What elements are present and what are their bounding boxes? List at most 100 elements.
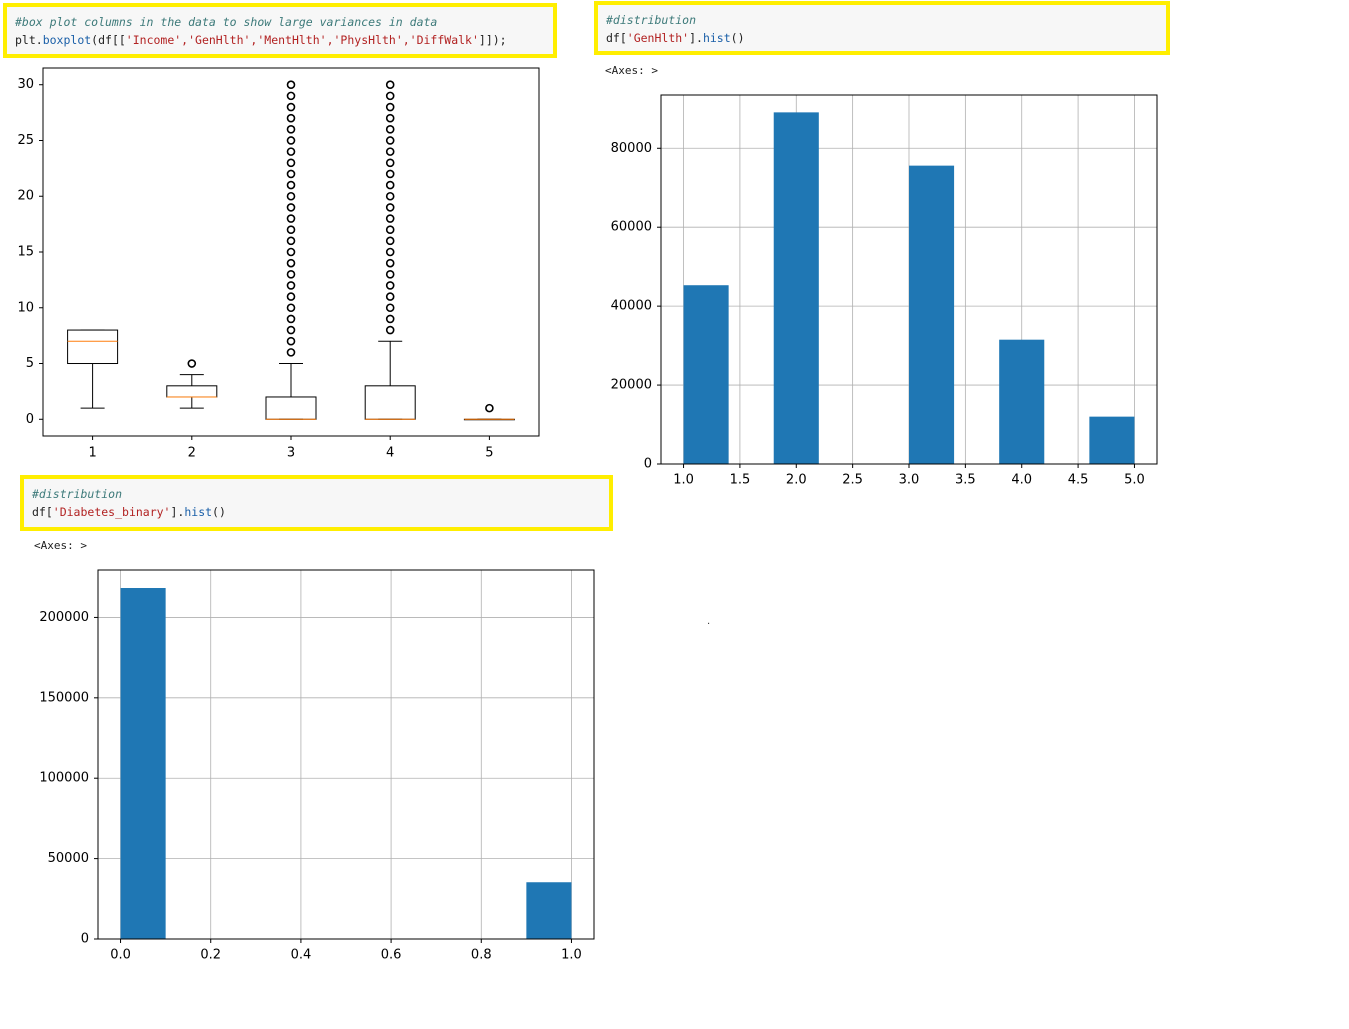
x-tick-label: 0.0 — [110, 948, 131, 963]
code-comment: #distribution — [32, 487, 123, 501]
y-tick-label: 150000 — [39, 690, 89, 705]
outlier-point — [385, 169, 395, 179]
outlier-point — [286, 325, 296, 335]
box — [166, 385, 218, 398]
x-tick-label: 3.5 — [955, 473, 976, 488]
outlier-point — [286, 113, 296, 123]
outlier-point — [187, 359, 197, 368]
diabetes-code-cell[interactable]: #distribution df['Diabetes_binary'].hist… — [20, 475, 613, 531]
code-comment: #box plot columns in the data to show la… — [15, 15, 438, 29]
code-statement: df['Diabetes_binary'].hist() — [32, 505, 226, 519]
x-tick-label: 1.5 — [730, 473, 751, 488]
histogram-bar — [909, 165, 955, 464]
code-statement: df['GenHlth'].hist() — [606, 31, 745, 45]
diabetes-histogram: 0.0 0.2 0.4 0.6 0.8 1.0 0 50000 100000 150000 2000… — [39, 569, 595, 963]
x-tick-label: 2.0 — [786, 473, 807, 488]
x-tick-label: 4.0 — [1011, 473, 1032, 488]
outlier-point — [286, 303, 296, 313]
x-tick-label: 1.0 — [561, 948, 582, 963]
cell-output-text: <Axes: > — [34, 539, 87, 552]
outlier-point — [286, 214, 296, 223]
outlier-point — [385, 113, 395, 123]
outlier-point — [385, 136, 395, 145]
outlier-point — [385, 314, 395, 324]
outlier-point — [385, 214, 395, 223]
histogram-bar — [773, 112, 819, 464]
box — [265, 396, 317, 420]
outlier-point — [385, 191, 395, 201]
outlier-point — [286, 270, 296, 279]
x-tick-label: 4 — [386, 446, 394, 461]
outlier-point — [286, 336, 296, 346]
x-tick-label: 5.0 — [1124, 473, 1145, 488]
y-tick-label: 30 — [17, 77, 34, 92]
histogram-bar — [526, 882, 572, 939]
y-tick-label: 50000 — [48, 851, 89, 866]
code-comment: #distribution — [606, 13, 697, 27]
x-tick-label: 1.0 — [673, 473, 694, 488]
outlier-point — [286, 125, 296, 134]
y-tick-label: 200000 — [39, 610, 89, 625]
y-tick-label: 15 — [17, 245, 34, 260]
code-statement: plt.boxplot(df[['Income','GenHlth','Ment… — [15, 33, 507, 47]
plot-frame — [660, 94, 1158, 465]
x-tick-label: 0.4 — [291, 948, 312, 963]
outlier-point — [286, 348, 296, 357]
y-tick-label: 0 — [26, 412, 34, 427]
outlier-point — [286, 247, 296, 257]
outlier-point — [286, 158, 296, 168]
cell-output-text: <Axes: > — [605, 64, 658, 77]
box — [67, 329, 119, 365]
outlier-point — [286, 258, 296, 268]
boxplot-chart: 0 5 10 15 20 25 30 1 2 3 4 5 — [17, 67, 540, 461]
outlier-point — [485, 403, 494, 413]
y-tick-label: 20 — [17, 189, 34, 204]
outlier-point — [385, 225, 395, 234]
x-tick-label: 0.6 — [381, 948, 402, 963]
outlier-point — [385, 270, 395, 279]
stray-mark: . — [707, 616, 711, 627]
y-tick-label: 10 — [17, 300, 34, 315]
plot-frame — [97, 569, 595, 940]
y-tick-label: 100000 — [39, 771, 89, 786]
outlier-point — [286, 169, 296, 179]
y-tick-label: 80000 — [611, 141, 652, 156]
outlier-point — [385, 125, 395, 134]
outlier-point — [385, 158, 395, 168]
y-tick-label: 60000 — [611, 220, 652, 235]
genhlth-histogram: 1.0 1.5 2.0 2.5 3.0 3.5 4.0 4.5 5.0 0 20000 40000 60… — [611, 94, 1158, 488]
outlier-point — [385, 247, 395, 257]
outlier-point — [286, 292, 296, 301]
y-tick-label: 40000 — [611, 299, 652, 314]
boxplot-code-cell[interactable]: #box plot columns in the data to show la… — [3, 3, 557, 58]
y-tick-label: 0 — [81, 932, 89, 947]
outlier-point — [385, 303, 395, 313]
genhlth-code-cell[interactable]: #distribution df['GenHlth'].hist() — [594, 1, 1170, 55]
box — [364, 385, 416, 420]
outlier-point — [385, 325, 395, 335]
outlier-point — [385, 281, 395, 290]
x-tick-label: 4.5 — [1068, 473, 1089, 488]
y-tick-label: 5 — [26, 356, 34, 371]
x-tick-label: 2 — [188, 446, 196, 461]
y-tick-label: 25 — [17, 133, 34, 148]
x-tick-label: 3 — [287, 446, 295, 461]
histogram-bar — [1089, 416, 1135, 464]
outlier-point — [286, 191, 296, 201]
outlier-point — [286, 314, 296, 324]
histogram-bar — [683, 285, 729, 464]
outlier-point — [286, 136, 296, 145]
outlier-point — [385, 102, 395, 112]
outlier-point — [385, 180, 395, 190]
outlier-point — [286, 102, 296, 112]
outlier-point — [286, 147, 296, 156]
outlier-point — [286, 236, 296, 246]
outlier-point — [385, 292, 395, 301]
outlier-point — [286, 180, 296, 190]
outlier-point — [385, 236, 395, 246]
outlier-point — [385, 91, 395, 101]
outlier-point — [286, 225, 296, 234]
x-tick-label: 0.2 — [200, 948, 221, 963]
outlier-point — [385, 258, 395, 268]
x-tick-label: 5 — [485, 446, 493, 461]
